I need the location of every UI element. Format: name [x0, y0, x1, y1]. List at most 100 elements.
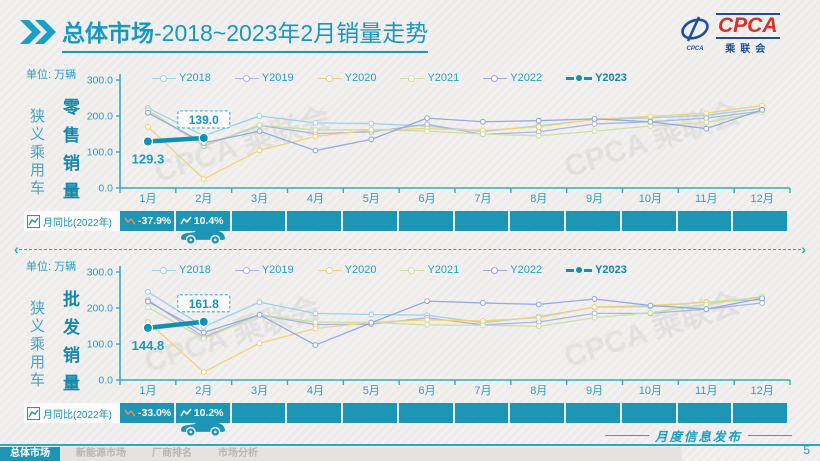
legend-marker — [400, 75, 425, 82]
svg-text:139.0: 139.0 — [189, 113, 219, 127]
legend-label: Y2020 — [344, 72, 377, 84]
car-icon — [180, 228, 226, 244]
yoy-cell — [454, 211, 509, 231]
legend-item-Y2023: Y2023 — [566, 264, 627, 276]
yoy-cell — [677, 211, 732, 231]
footer-tab-bar: 总体市场 新能源市场 厂商排名 市场分析 — [0, 447, 682, 461]
svg-text:10月: 10月 — [639, 385, 662, 397]
yoy-label-text: 月同比(2022年) — [43, 409, 112, 421]
legend-item-Y2022: Y2022 — [483, 72, 542, 84]
yoy-label-text: 月同比(2022年) — [43, 217, 112, 229]
legend-marker — [483, 267, 508, 274]
svg-text:0.0: 0.0 — [98, 375, 113, 387]
svg-text:7月: 7月 — [474, 385, 491, 397]
svg-text:200.0: 200.0 — [87, 111, 113, 123]
yoy-cell — [510, 211, 564, 231]
yoy-cell — [231, 403, 286, 423]
legend-item-Y2020: Y2020 — [317, 72, 377, 84]
yoy-value: -37.9% — [138, 215, 172, 227]
publication-label: 月度信息发布 — [604, 426, 792, 445]
legend-item-Y2020: Y2020 — [317, 264, 377, 276]
publication-text: 月度信息发布 — [654, 430, 742, 444]
legend-item-Y2019: Y2019 — [234, 264, 294, 276]
svg-text:4月: 4月 — [307, 193, 324, 205]
unit-label: 单位: 万辆 — [26, 69, 77, 81]
page-title: 总体市场-2018~2023年2月销量走势 — [62, 14, 429, 53]
legend-item-Y2022: Y2022 — [483, 264, 542, 276]
svg-text:129.3: 129.3 — [132, 151, 165, 166]
svg-text:200.0: 200.0 — [87, 303, 113, 315]
svg-text:1月: 1月 — [139, 385, 156, 397]
svg-text:12月: 12月 — [750, 385, 773, 397]
svg-text:300.0: 300.0 — [87, 75, 113, 87]
chart-legend: Y2018 Y2019 Y2020 Y2021 Y2022 Y2023 — [152, 72, 627, 84]
section-separator: ‹ › — [14, 242, 806, 256]
yoy-label: 月同比(2022年) — [24, 211, 120, 231]
yoy-cell: -33.0% — [120, 403, 174, 423]
svg-text:12月: 12月 — [750, 193, 773, 205]
yoy-cell — [621, 403, 676, 423]
footer-tab-厂商排名[interactable]: 厂商排名 — [152, 448, 192, 459]
yoy-cell — [398, 211, 453, 231]
legend-item-Y2021: Y2021 — [400, 72, 459, 84]
legend-label: Y2022 — [510, 264, 543, 276]
svg-text:100.0: 100.0 — [87, 147, 113, 159]
yoy-cell — [733, 403, 787, 423]
svg-text:8月: 8月 — [530, 193, 547, 205]
svg-text:8月: 8月 — [530, 385, 547, 397]
yoy-cell — [398, 403, 453, 423]
yoy-cell — [677, 403, 732, 423]
svg-text:100.0: 100.0 — [87, 339, 113, 351]
yoy-cell — [733, 211, 787, 231]
legend-marker — [317, 75, 342, 82]
cpca-logo: CPCA CPCA 乘联会 — [678, 8, 808, 60]
footer-tab-新能源市场[interactable]: 新能源市场 — [76, 448, 126, 459]
yoy-cell — [510, 403, 564, 423]
yoy-value: 10.4% — [193, 215, 224, 227]
mini-chart-icon — [27, 406, 40, 420]
yoy-cell: 10.4% — [175, 211, 230, 231]
svg-text:4月: 4月 — [307, 385, 324, 397]
legend-label: Y2020 — [344, 264, 377, 276]
cpca-swirl-icon: CPCA — [678, 16, 712, 52]
publication-line-right — [748, 435, 792, 436]
yoy-cell — [454, 403, 509, 423]
legend-label: Y2022 — [510, 72, 543, 84]
car-icon — [180, 420, 226, 436]
legend-marker — [152, 267, 176, 274]
svg-text:3月: 3月 — [251, 193, 268, 205]
svg-text:11月: 11月 — [695, 193, 717, 205]
svg-text:300.0: 300.0 — [87, 267, 113, 279]
retail-section: 单位: 万辆 狭义乘用车 零售销量 300.0 200.0 100.0 0.0 1月 2月… — [0, 64, 820, 260]
category-label: 狭义乘用车 — [28, 108, 45, 198]
svg-text:1月: 1月 — [139, 193, 156, 205]
yoy-cell: 10.2% — [175, 403, 230, 423]
yoy-cell — [566, 211, 620, 231]
yoy-row: 月同比(2022年) -37.9% 10.4% — [0, 211, 820, 231]
unit-label: 单位: 万辆 — [26, 261, 77, 273]
page-title-emphasis: 总体市场 — [62, 20, 154, 46]
legend-marker — [566, 267, 593, 273]
legend-marker — [400, 267, 425, 274]
yoy-value: 10.2% — [193, 407, 224, 419]
yoy-cell: -37.9% — [120, 211, 174, 231]
yoy-cell — [343, 211, 397, 231]
footer-tab-市场分析[interactable]: 市场分析 — [218, 448, 258, 459]
yoy-month-bar: -37.9% 10.4% — [120, 211, 787, 231]
legend-marker — [483, 75, 508, 82]
footer-tab-总体市场[interactable]: 总体市场 — [0, 447, 60, 461]
svg-text:10月: 10月 — [639, 193, 662, 205]
legend-label: Y2021 — [427, 72, 460, 84]
trend-up-icon — [180, 408, 192, 417]
legend-marker — [566, 75, 593, 81]
yoy-cell — [621, 211, 676, 231]
legend-label: Y2019 — [261, 72, 294, 84]
yoy-label: 月同比(2022年) — [24, 403, 120, 423]
yoy-value: -33.0% — [138, 407, 172, 419]
metric-label-wholesale: 批发销量 — [60, 290, 79, 402]
legend-marker — [317, 267, 342, 274]
cpca-logo-name: CPCA — [716, 13, 780, 39]
yoy-cell — [287, 211, 341, 231]
svg-text:3月: 3月 — [251, 385, 268, 397]
